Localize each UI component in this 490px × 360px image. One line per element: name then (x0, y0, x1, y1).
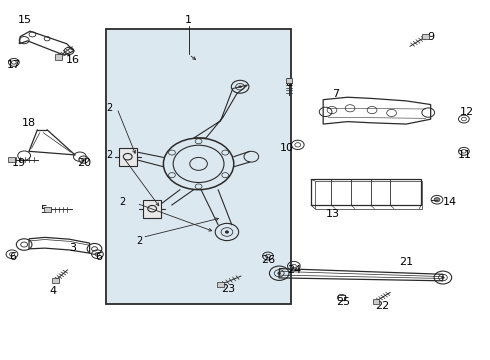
Text: 11: 11 (458, 150, 472, 160)
Circle shape (441, 276, 444, 279)
Text: 6: 6 (95, 252, 102, 262)
Text: 1: 1 (185, 15, 192, 26)
Circle shape (225, 231, 229, 233)
Text: 10: 10 (280, 143, 294, 153)
Text: 9: 9 (427, 32, 434, 41)
Bar (106, 30, 292, 304)
Text: 3: 3 (70, 243, 76, 253)
Text: 25: 25 (336, 297, 350, 307)
Text: 15: 15 (18, 15, 32, 26)
Text: 17: 17 (7, 60, 22, 70)
Bar (315, 181, 422, 209)
Text: 7: 7 (332, 89, 339, 99)
Text: 2: 2 (106, 150, 112, 160)
Text: 26: 26 (261, 255, 275, 265)
Bar (372, 299, 379, 304)
Bar (8, 157, 15, 162)
Bar (44, 207, 50, 212)
Text: 23: 23 (221, 284, 235, 294)
Text: 21: 21 (399, 257, 413, 267)
Text: 13: 13 (326, 209, 340, 219)
Text: 2: 2 (136, 236, 143, 246)
Circle shape (434, 198, 440, 202)
Text: 14: 14 (443, 197, 457, 207)
Text: 20: 20 (77, 158, 91, 168)
Text: 12: 12 (460, 107, 474, 117)
Bar (286, 78, 293, 83)
Text: 8: 8 (285, 78, 293, 88)
Circle shape (239, 86, 242, 88)
Bar (55, 54, 62, 59)
Bar (422, 34, 429, 39)
Bar (52, 278, 59, 283)
Bar (144, 200, 161, 218)
Text: 19: 19 (12, 158, 26, 168)
Bar (217, 282, 224, 287)
Text: 18: 18 (22, 118, 36, 128)
Bar (311, 179, 421, 205)
Text: 6: 6 (9, 252, 16, 262)
Text: 22: 22 (375, 301, 389, 311)
Text: 24: 24 (287, 265, 301, 275)
Text: 5: 5 (40, 206, 47, 216)
Text: 2: 2 (119, 197, 125, 207)
Text: 16: 16 (66, 55, 80, 65)
Circle shape (278, 272, 281, 274)
Bar (119, 148, 137, 166)
Text: 4: 4 (50, 286, 57, 296)
Bar (338, 295, 345, 300)
Text: 2: 2 (106, 103, 112, 113)
